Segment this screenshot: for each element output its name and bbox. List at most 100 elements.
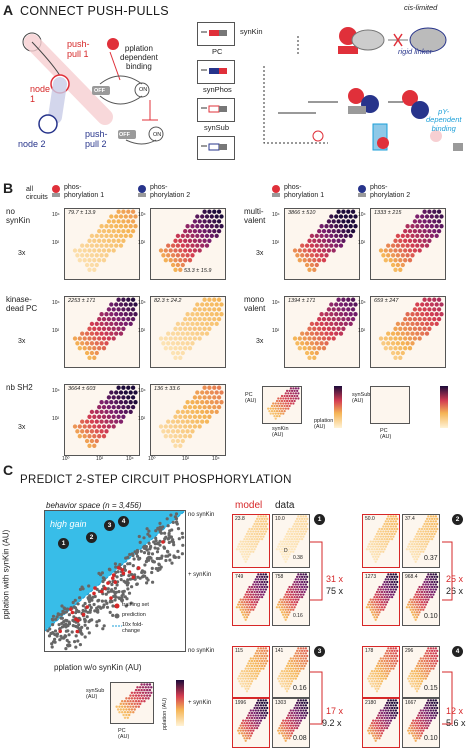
density-dot — [302, 530, 305, 533]
density-dot — [432, 709, 435, 712]
density-dot — [287, 397, 290, 400]
density-dot — [390, 341, 396, 346]
density-dot — [425, 575, 429, 579]
density-dot — [398, 248, 403, 253]
density-dot — [392, 530, 395, 533]
training-point — [117, 566, 121, 570]
density-dot — [279, 729, 282, 732]
density-dot — [245, 590, 249, 594]
density-dot — [254, 709, 257, 712]
density-dot — [298, 706, 301, 710]
density-dot — [114, 214, 119, 219]
density-dot — [259, 583, 263, 586]
density-dot — [300, 331, 305, 336]
density-dot — [264, 647, 268, 650]
density-dot — [302, 699, 305, 702]
c-g1-fold-data: 75 x — [326, 586, 344, 596]
density-dot — [373, 685, 376, 688]
density-dot — [255, 585, 259, 589]
density-dot — [392, 714, 395, 717]
density-dot — [293, 669, 296, 673]
density-dot — [248, 527, 251, 531]
density-dot — [394, 657, 398, 660]
density-dot — [395, 350, 401, 356]
density-dot — [297, 704, 300, 707]
prediction-point — [168, 558, 172, 562]
density-dot — [385, 600, 389, 604]
density-dot — [94, 243, 99, 248]
density-dot — [410, 600, 414, 604]
c-g1-data-plus — [272, 572, 310, 626]
density-dot — [370, 685, 374, 688]
density-dot — [84, 341, 90, 346]
density-dot — [111, 219, 116, 224]
rigid-linker-label: rigid linker — [398, 47, 433, 56]
density-dot — [346, 219, 351, 224]
density-dot — [240, 674, 244, 678]
density-dot — [285, 726, 289, 730]
density-dot — [348, 321, 353, 327]
density-dot — [389, 583, 393, 586]
density-dot — [429, 578, 433, 581]
density-dot — [166, 243, 171, 248]
density-dot — [430, 532, 434, 536]
density-dot — [348, 233, 353, 239]
density-dot — [430, 659, 434, 663]
density-dot — [379, 550, 382, 553]
density-dot — [250, 669, 254, 673]
density-dot — [279, 672, 282, 675]
density-dot — [292, 714, 295, 717]
density-dot — [89, 409, 95, 415]
density-dot — [419, 677, 422, 680]
density-dot — [287, 714, 290, 717]
density-dot — [388, 537, 391, 541]
density-dot — [388, 532, 391, 536]
density-dot — [214, 312, 219, 317]
density-dot — [422, 672, 425, 675]
density-dot — [300, 654, 304, 658]
density-dot — [412, 677, 415, 680]
density-dot — [121, 297, 126, 302]
density-dot — [288, 399, 291, 403]
density-dot — [292, 603, 295, 606]
density-dot — [190, 224, 195, 229]
density-dot — [97, 238, 102, 243]
density-dot — [254, 535, 257, 538]
density-dot — [372, 540, 375, 543]
c-g4-data-plus — [402, 698, 440, 748]
prediction-point — [72, 615, 76, 619]
training-point — [70, 610, 75, 615]
density-dot — [192, 238, 198, 243]
prediction-point — [55, 634, 59, 638]
c-g1-model-plus — [232, 572, 270, 626]
density-dot — [284, 739, 287, 742]
density-dot — [245, 680, 249, 683]
density-dot — [141, 691, 145, 695]
density-dot — [415, 532, 419, 536]
density-dot — [252, 714, 255, 717]
density-dot — [264, 515, 268, 518]
density-dot — [283, 674, 286, 678]
density-dot — [252, 540, 255, 543]
density-dot — [178, 238, 183, 243]
density-dot — [303, 532, 306, 536]
density-dot — [216, 297, 222, 302]
density-dot — [253, 542, 256, 546]
density-dot — [254, 657, 257, 660]
training-point — [75, 629, 80, 634]
density-dot — [92, 424, 97, 429]
density-dot — [350, 219, 356, 224]
density-dot — [249, 657, 252, 660]
density-dot — [287, 588, 290, 591]
ytick-mid-4: 10² — [138, 328, 146, 334]
density-dot — [80, 429, 85, 434]
density-dot — [130, 297, 136, 302]
density-dot — [262, 530, 265, 533]
prediction-point — [149, 544, 153, 548]
density-dot — [394, 573, 398, 576]
density-dot — [84, 419, 90, 424]
density-dot — [119, 702, 123, 706]
density-dot — [422, 540, 425, 543]
density-dot — [292, 588, 295, 591]
density-dot — [405, 233, 410, 239]
